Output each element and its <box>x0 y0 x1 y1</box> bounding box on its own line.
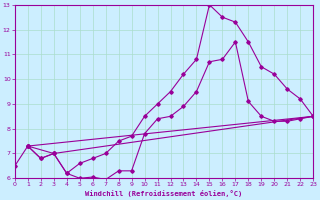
X-axis label: Windchill (Refroidissement éolien,°C): Windchill (Refroidissement éolien,°C) <box>85 190 243 197</box>
